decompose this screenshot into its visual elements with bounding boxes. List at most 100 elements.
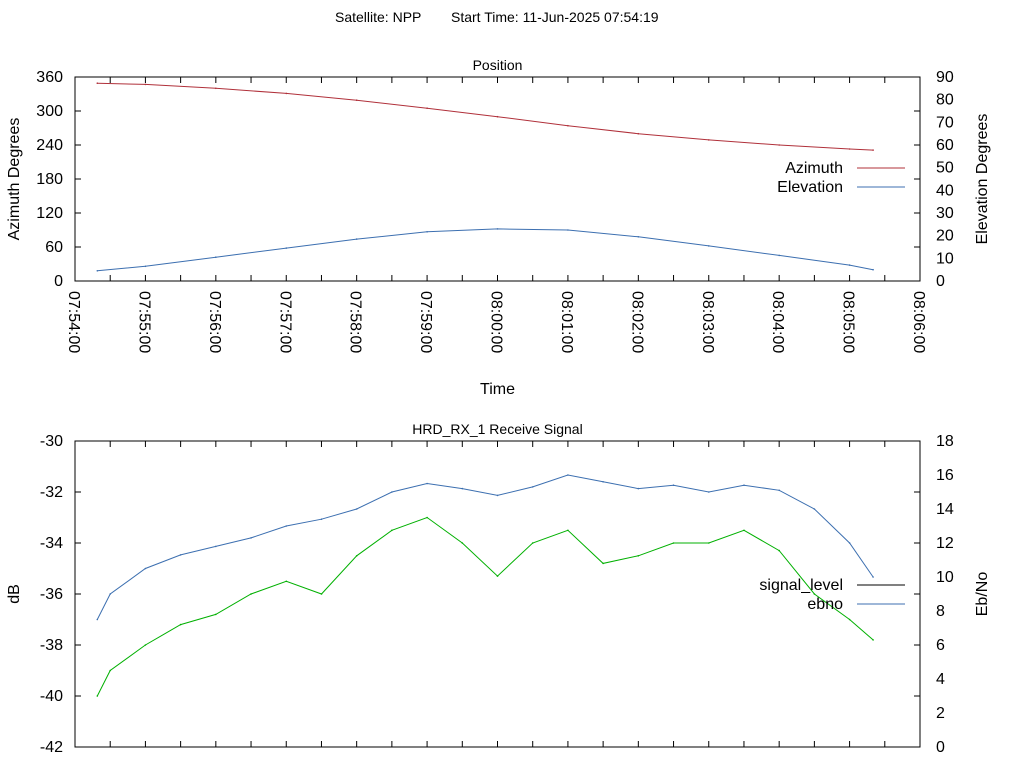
data-point [320, 593, 323, 595]
data-point [872, 639, 874, 641]
y2-axis-label: Elevation Degrees [974, 114, 991, 245]
x-tick-label: 08:01:00 [558, 291, 575, 353]
data-point [426, 107, 428, 109]
x-tick-label: 07:55:00 [135, 291, 152, 353]
x-tick-label: 08:06:00 [910, 291, 927, 353]
x-tick-label: 07:56:00 [206, 291, 223, 353]
data-point [355, 238, 358, 240]
y2-tick-label: 40 [936, 182, 954, 199]
y2-tick-label: 14 [936, 501, 954, 518]
y-tick-label: -38 [40, 637, 63, 654]
y-tick-label: 300 [36, 103, 63, 120]
data-point [567, 474, 569, 476]
data-point [96, 618, 99, 621]
y2-tick-label: 12 [936, 535, 954, 552]
data-point [355, 555, 358, 557]
data-point [215, 613, 217, 616]
position-chart: Position 0 60 120 180 240 300 360 0 10 20 30 40 50 60 7… [6, 57, 991, 398]
data-point [391, 529, 393, 532]
data-point [285, 92, 288, 95]
data-point [872, 268, 874, 271]
data-point [637, 555, 640, 557]
data-point [708, 139, 710, 141]
data-point [391, 491, 393, 493]
x-tick-label: 08:03:00 [699, 291, 716, 353]
data-point [872, 576, 874, 578]
x-tick-label: 08:02:00 [628, 291, 645, 353]
data-point [602, 562, 604, 565]
x-tick-label: 08:05:00 [840, 291, 857, 353]
data-point [96, 695, 99, 697]
data-point [813, 508, 816, 510]
data-point [848, 618, 851, 621]
data-point [461, 487, 464, 490]
y2-tick-label: 50 [936, 160, 954, 177]
y-axis-label: Azimuth Degrees [6, 118, 23, 241]
data-point [144, 83, 147, 86]
data-point [496, 494, 499, 497]
data-point [496, 575, 499, 577]
data-point [708, 245, 710, 247]
data-point [355, 508, 358, 510]
y2-tick-label: 10 [936, 569, 954, 586]
y-tick-label: 120 [36, 205, 63, 222]
y2-tick-label: 20 [936, 228, 954, 245]
data-point [778, 254, 780, 257]
y2-tick-label: 2 [936, 705, 945, 722]
data-point [531, 542, 534, 544]
series-line-signal-level [96, 516, 874, 697]
y2-tick-label: 8 [936, 603, 945, 620]
chart-title: Position [473, 57, 523, 73]
x-axis-label: Time [480, 381, 515, 398]
x-tick-label: 08:00:00 [488, 291, 505, 353]
series-line-elevation [97, 228, 874, 272]
data-point [109, 593, 111, 595]
data-point [426, 516, 428, 519]
data-point [708, 491, 710, 493]
series-line-azimuth [97, 82, 874, 151]
legend-label: signal_level [759, 577, 843, 594]
y2-tick-label: 90 [936, 69, 954, 86]
data-point [355, 99, 358, 101]
plot-frame [74, 440, 921, 748]
data-point [215, 256, 217, 259]
data-point [672, 484, 675, 487]
data-point [496, 228, 499, 230]
data-point [426, 231, 428, 233]
x-tick-label: 07:59:00 [417, 291, 434, 353]
data-point [250, 537, 252, 539]
x-tick-label: 07:57:00 [276, 291, 293, 353]
y2-tick-label: 80 [936, 92, 954, 109]
y-tick-label: 180 [36, 171, 63, 188]
data-point [96, 270, 99, 272]
data-point [848, 542, 851, 544]
data-point [144, 567, 147, 570]
legend-label: Elevation [777, 179, 843, 196]
y-tick-label: -36 [40, 586, 63, 603]
data-point [567, 229, 569, 231]
series-line-ebno [96, 474, 874, 620]
y2-tick-label: 30 [936, 205, 954, 222]
data-point [602, 481, 604, 483]
receive-signal-chart: HRD_RX_1 Receive Signal -42 -40 -38 -36 -34 -3… [6, 421, 991, 756]
data-point [285, 580, 288, 583]
data-point [567, 529, 569, 532]
data-point [179, 623, 182, 626]
data-point [215, 87, 217, 90]
y2-tick-label: 10 [936, 250, 954, 267]
data-point [96, 82, 99, 84]
data-point [708, 542, 710, 544]
y2-tick-label: 0 [936, 739, 945, 756]
start-time-label: Start Time: 11-Jun-2025 07:54:19 [451, 9, 659, 25]
y-tick-label: -32 [40, 484, 63, 501]
legend-label: Azimuth [785, 160, 843, 177]
data-point [743, 529, 745, 532]
y-tick-label: 0 [54, 273, 63, 290]
y2-tick-label: 6 [936, 637, 945, 654]
data-point [461, 542, 464, 544]
data-point [144, 644, 147, 646]
data-point [637, 236, 640, 238]
data-point [285, 525, 288, 527]
x-tick-label: 07:58:00 [347, 291, 364, 353]
